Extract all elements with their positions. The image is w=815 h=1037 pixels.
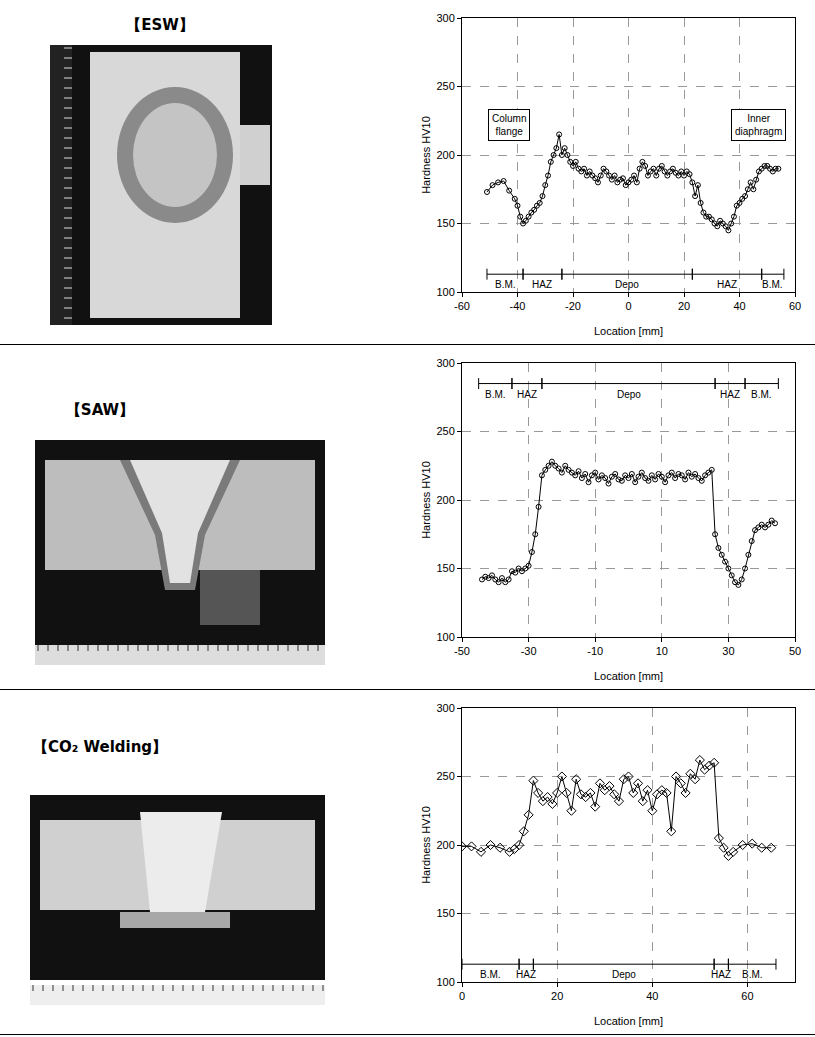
svg-text:-60: -60 bbox=[454, 300, 470, 312]
svg-text:Hardness HV10: Hardness HV10 bbox=[420, 806, 432, 884]
svg-text:50: 50 bbox=[789, 645, 801, 657]
svg-text:B.M.: B.M. bbox=[480, 969, 501, 980]
svg-text:10: 10 bbox=[656, 645, 668, 657]
svg-text:【CO₂ Welding】: 【CO₂ Welding】 bbox=[33, 738, 167, 756]
svg-text:HAZ: HAZ bbox=[711, 969, 731, 980]
svg-text:300: 300 bbox=[436, 702, 454, 714]
svg-text:60: 60 bbox=[741, 990, 753, 1002]
svg-text:Location [mm]: Location [mm] bbox=[594, 1015, 663, 1027]
svg-text:Location [mm]: Location [mm] bbox=[594, 670, 663, 682]
svg-text:Columnflange: Columnflange bbox=[492, 113, 526, 137]
svg-text:Location [mm]: Location [mm] bbox=[594, 325, 663, 337]
svg-text:0: 0 bbox=[625, 300, 631, 312]
svg-text:B.M.: B.M. bbox=[495, 279, 516, 290]
svg-text:HAZ: HAZ bbox=[517, 389, 537, 400]
svg-text:150: 150 bbox=[436, 217, 454, 229]
svg-text:HAZ: HAZ bbox=[717, 279, 737, 290]
svg-text:Depo: Depo bbox=[615, 279, 639, 290]
svg-text:40: 40 bbox=[733, 300, 745, 312]
svg-text:60: 60 bbox=[789, 300, 801, 312]
svg-text:Innerdiaphragm: Innerdiaphragm bbox=[735, 113, 782, 137]
svg-text:150: 150 bbox=[436, 562, 454, 574]
svg-text:40: 40 bbox=[646, 990, 658, 1002]
svg-text:HAZ: HAZ bbox=[516, 969, 536, 980]
svg-text:Hardness HV10: Hardness HV10 bbox=[420, 461, 432, 539]
svg-text:300: 300 bbox=[436, 12, 454, 24]
svg-text:Depo: Depo bbox=[612, 969, 636, 980]
svg-text:HAZ: HAZ bbox=[532, 279, 552, 290]
svg-text:【SAW】: 【SAW】 bbox=[66, 401, 134, 419]
svg-text:B.M.: B.M. bbox=[485, 389, 506, 400]
svg-text:B.M.: B.M. bbox=[762, 279, 783, 290]
svg-text:Hardness HV10: Hardness HV10 bbox=[420, 116, 432, 194]
svg-text:Depo: Depo bbox=[617, 389, 641, 400]
svg-text:200: 200 bbox=[436, 494, 454, 506]
svg-text:100: 100 bbox=[436, 286, 454, 298]
svg-text:100: 100 bbox=[436, 631, 454, 643]
svg-text:-20: -20 bbox=[565, 300, 581, 312]
svg-text:-40: -40 bbox=[510, 300, 526, 312]
svg-text:HAZ: HAZ bbox=[720, 389, 740, 400]
svg-text:100: 100 bbox=[436, 976, 454, 988]
svg-text:20: 20 bbox=[678, 300, 690, 312]
svg-text:250: 250 bbox=[436, 80, 454, 92]
svg-text:-10: -10 bbox=[587, 645, 603, 657]
svg-text:30: 30 bbox=[722, 645, 734, 657]
svg-text:300: 300 bbox=[436, 357, 454, 369]
svg-text:150: 150 bbox=[436, 907, 454, 919]
svg-text:-30: -30 bbox=[521, 645, 537, 657]
svg-text:200: 200 bbox=[436, 149, 454, 161]
svg-text:B.M.: B.M. bbox=[751, 389, 772, 400]
svg-text:-50: -50 bbox=[454, 645, 470, 657]
svg-text:【ESW】: 【ESW】 bbox=[126, 16, 194, 34]
svg-text:250: 250 bbox=[436, 425, 454, 437]
svg-text:20: 20 bbox=[551, 990, 563, 1002]
svg-text:200: 200 bbox=[436, 839, 454, 851]
svg-text:0: 0 bbox=[459, 990, 465, 1002]
svg-text:B.M.: B.M. bbox=[742, 969, 763, 980]
svg-text:250: 250 bbox=[436, 770, 454, 782]
